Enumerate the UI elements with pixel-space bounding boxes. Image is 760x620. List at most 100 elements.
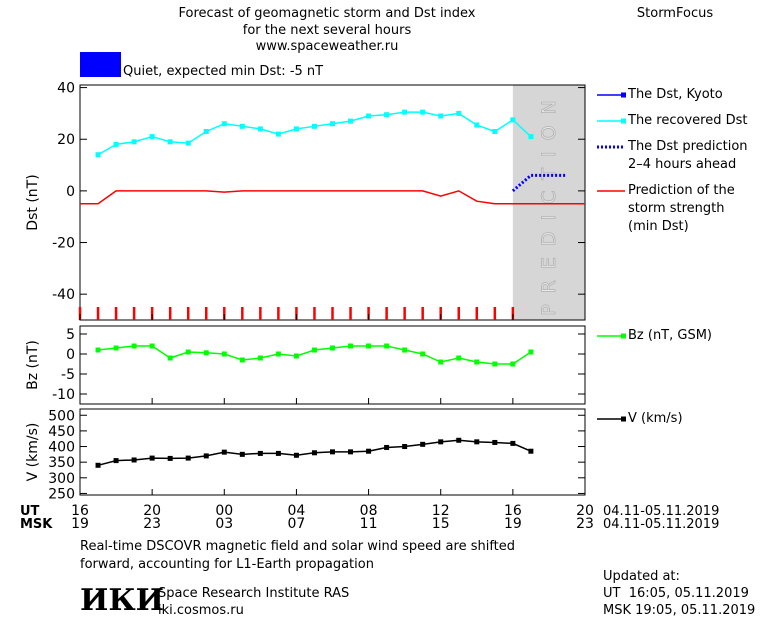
y-tick-label: 450 — [48, 424, 75, 440]
data-point — [528, 349, 534, 355]
data-point — [239, 123, 245, 129]
data-point — [203, 350, 209, 356]
data-point — [384, 112, 390, 118]
data-point — [239, 451, 245, 457]
data-point — [275, 450, 281, 456]
data-point — [311, 450, 317, 456]
x-tick-label: 19 — [71, 516, 89, 532]
data-point — [366, 448, 372, 454]
legend-entry: The Dst, Kyoto — [628, 87, 723, 102]
y-tick-label: -40 — [52, 287, 75, 303]
y-tick-label: -10 — [52, 387, 75, 403]
y-tick-label: 300 — [48, 471, 75, 487]
x-tick-label: 16 — [504, 503, 522, 519]
data-point — [131, 139, 137, 145]
data-point — [366, 113, 372, 119]
data-point — [510, 361, 516, 367]
data-point — [221, 351, 227, 357]
data-point — [510, 440, 516, 446]
data-point — [131, 343, 137, 349]
data-point — [456, 110, 462, 116]
data-point — [257, 126, 263, 132]
legend-entry: Prediction of the storm strength (min Ds… — [628, 183, 735, 234]
updated-msk: MSK 19:05, 05.11.2019 — [603, 603, 755, 618]
institute: Space Research Institute RAS — [158, 586, 349, 601]
legend-entry: Bz (nT, GSM) — [628, 328, 713, 343]
x-tick-label: 08 — [360, 503, 378, 519]
data-point — [348, 118, 354, 124]
data-point — [456, 355, 462, 361]
data-point — [474, 439, 480, 445]
data-point — [330, 345, 335, 351]
date-range: 04.11-05.11.2019 — [603, 504, 719, 519]
data-point — [293, 452, 299, 458]
prediction-label: PREDICTION — [538, 89, 560, 316]
data-point — [239, 357, 245, 363]
data-point — [311, 123, 317, 129]
data-point — [348, 343, 354, 349]
msk-label: MSK — [20, 517, 53, 532]
legend-marker — [621, 416, 626, 422]
plot-frame — [79, 325, 586, 405]
data-point — [167, 355, 173, 361]
title-line: www.spaceweather.ru — [256, 39, 399, 54]
x-tick-label: 20 — [576, 503, 594, 519]
data-point — [185, 140, 191, 146]
data-point — [275, 351, 281, 357]
data-point — [293, 353, 299, 359]
data-point — [492, 361, 498, 367]
y-tick-label: 5 — [66, 327, 75, 343]
data-point — [402, 109, 408, 115]
data-point — [113, 141, 119, 147]
x-tick-label: 12 — [432, 503, 450, 519]
legend-marker — [621, 92, 626, 98]
data-point — [366, 343, 372, 349]
x-tick-label: 04 — [288, 503, 306, 519]
x-tick-label: 00 — [215, 503, 233, 519]
plot-frame — [79, 408, 586, 496]
prediction-region — [512, 85, 585, 320]
data-point — [438, 359, 444, 365]
data-point — [456, 437, 462, 443]
data-point — [149, 134, 155, 140]
data-point — [402, 347, 408, 353]
data-point — [257, 450, 263, 456]
data-point — [438, 439, 444, 445]
data-point — [185, 455, 191, 461]
x-tick-label: 07 — [288, 516, 306, 532]
status-text: Quiet, expected min Dst: -5 nT — [123, 64, 323, 79]
data-point — [275, 131, 281, 137]
data-point — [330, 449, 335, 455]
y-tick-label: 250 — [48, 486, 75, 502]
data-point — [474, 359, 480, 365]
y-tick-label: 0 — [66, 347, 75, 363]
x-tick-label: 19 — [504, 516, 522, 532]
updated-ut: UT 16:05, 05.11.2019 — [603, 586, 749, 601]
data-point — [492, 439, 498, 445]
status-swatch — [80, 52, 121, 77]
data-point — [95, 462, 101, 468]
data-point — [492, 128, 498, 134]
data-point — [528, 134, 534, 140]
data-point — [131, 457, 137, 463]
data-point — [257, 355, 263, 361]
title-line: for the next several hours — [243, 23, 412, 38]
plot-frame — [79, 84, 586, 321]
data-point — [348, 449, 354, 455]
x-tick-label: 16 — [71, 503, 89, 519]
data-point — [95, 347, 101, 353]
data-point — [167, 139, 173, 145]
y-tick-label: 350 — [48, 455, 75, 471]
y-axis-title: Bz (nT) — [25, 340, 41, 390]
date-range: 04.11-05.11.2019 — [603, 517, 719, 532]
brand: StormFocus — [637, 6, 713, 21]
data-point — [420, 441, 426, 447]
y-tick-label: 0 — [66, 184, 75, 200]
data-point — [402, 444, 408, 450]
data-point — [203, 128, 209, 134]
y-tick-label: 40 — [57, 81, 75, 97]
data-point — [420, 351, 426, 357]
legend-entry: V (km/s) — [628, 411, 683, 426]
y-tick-label: 400 — [48, 440, 75, 456]
